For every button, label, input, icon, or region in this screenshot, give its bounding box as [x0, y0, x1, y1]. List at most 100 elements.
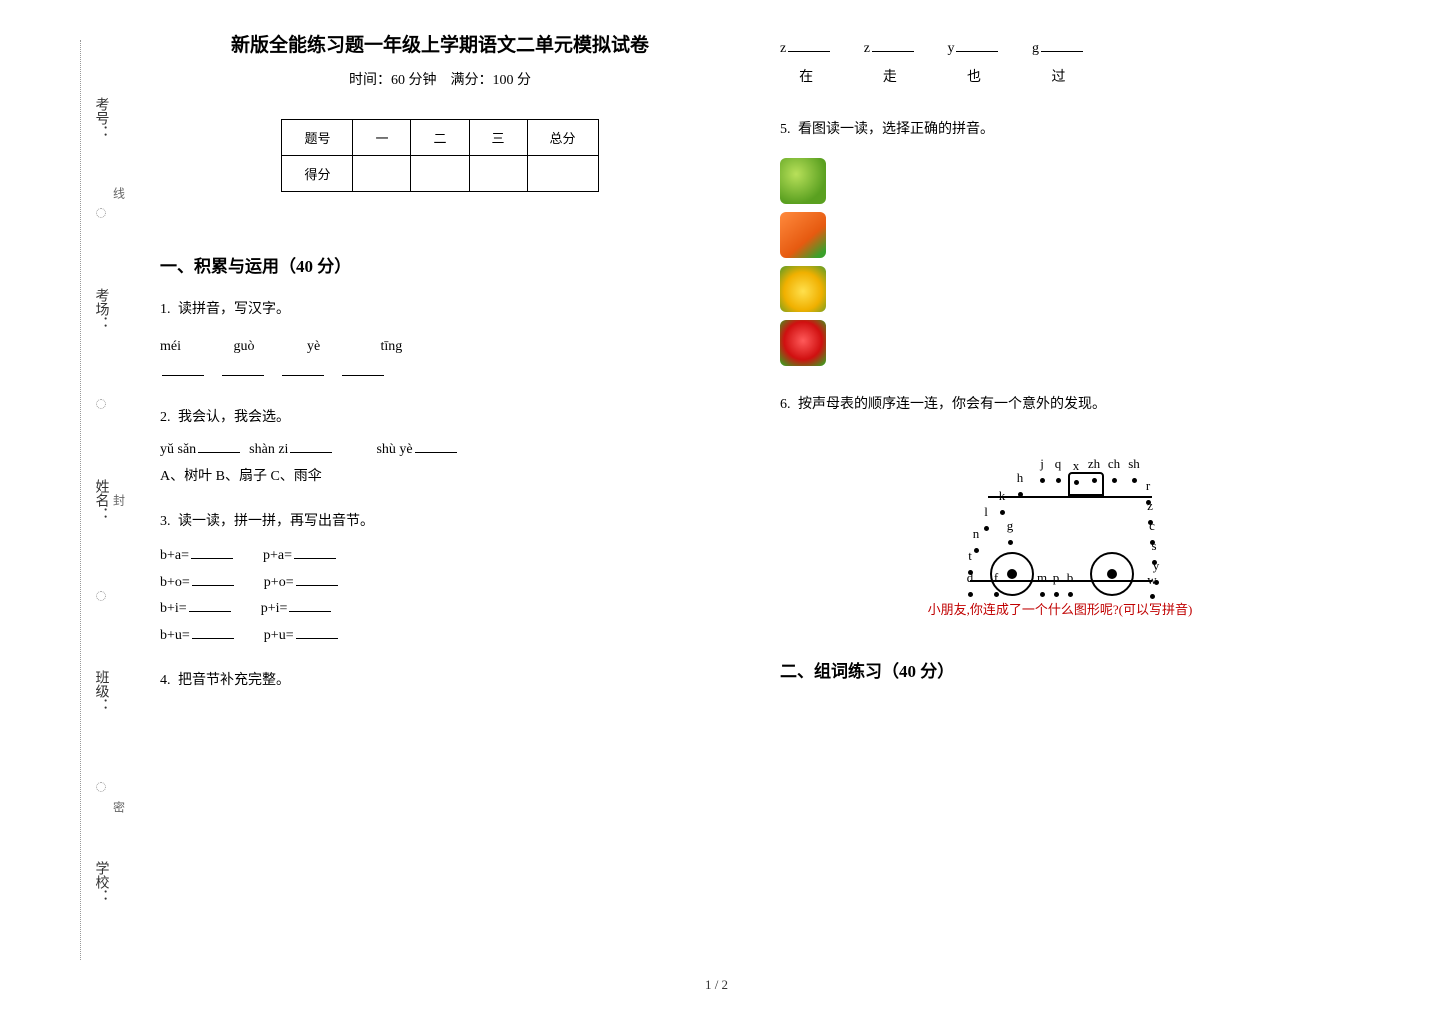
right-column: z 在 z 走 y 也 g 过 5. 看图读一读，选择正确的拼音。: [780, 30, 1340, 712]
q4-pairs: z 在 z 走 y 也 g 过: [780, 36, 1340, 91]
seal-kw: 线: [111, 187, 128, 199]
connect-dots-figure: bpmfdtnlgkhjqxzhchshrzcsyw: [930, 432, 1190, 592]
image-sunflower: [780, 266, 826, 312]
q-text: 按声母表的顺序连一连，你会有一个意外的发现。: [798, 397, 1106, 412]
th: 三: [469, 120, 527, 156]
question-2: 2. 我会认，我会选。 yǔ sǎn shàn zi shù yè A、树叶 B…: [160, 405, 720, 491]
pinyin: tīng: [381, 334, 451, 361]
hanzi: 过: [1032, 65, 1085, 92]
pinyin: yè: [307, 334, 377, 361]
fill-blank[interactable]: [198, 439, 240, 453]
eq: p+a=: [263, 548, 292, 563]
fill-blank[interactable]: [788, 38, 830, 52]
table-row: 得分: [282, 156, 598, 192]
car-wheel: [1090, 552, 1134, 596]
q3-grid: b+a= p+a= b+o= p+o= b+i= p+i= b+u=: [160, 543, 720, 649]
score-table: 题号 一 二 三 总分 得分: [281, 119, 598, 192]
letter-node: p: [1048, 566, 1064, 598]
q5-images: [780, 158, 1340, 366]
table-row: 题号 一 二 三 总分: [282, 120, 598, 156]
question-5: 5. 看图读一读，选择正确的拼音。: [780, 117, 1340, 366]
td-blank: [469, 156, 527, 192]
sidebar-circle: [96, 399, 106, 409]
td: 得分: [282, 156, 353, 192]
sidebar-circle: [96, 782, 106, 792]
sidebar-label-name: 姓名：: [91, 479, 111, 521]
letter-node: j: [1034, 452, 1050, 484]
section-1-heading: 一、积累与运用（40 分）: [160, 252, 720, 277]
fill-blank[interactable]: [296, 625, 338, 639]
sidebar-label-school: 学校：: [91, 861, 111, 903]
q2-options: A、树叶 B、扇子 C、雨伞: [160, 464, 720, 491]
initial: z: [780, 41, 786, 56]
q-num: 5.: [780, 122, 791, 137]
left-column: 新版全能练习题一年级上学期语文二单元模拟试卷 时间：60 分钟 满分：100 分…: [160, 30, 720, 712]
eq: p+i=: [261, 601, 288, 616]
hanzi: 在: [780, 65, 832, 92]
initial: y: [947, 41, 954, 56]
hanzi: 走: [864, 65, 916, 92]
eq: b+i=: [160, 601, 187, 616]
fill-blank[interactable]: [282, 362, 324, 376]
td-blank: [411, 156, 469, 192]
char-pair: g 过: [1032, 36, 1085, 91]
fill-blank[interactable]: [192, 572, 234, 586]
q1-pinyin-row: méi guò yè tīng: [160, 334, 720, 361]
eq: p+o=: [264, 575, 294, 590]
sidebar-circle: [96, 208, 106, 218]
page-body: 新版全能练习题一年级上学期语文二单元模拟试卷 时间：60 分钟 满分：100 分…: [160, 30, 1380, 712]
image-carrot: [780, 212, 826, 258]
hanzi: 也: [947, 65, 1000, 92]
fill-blank[interactable]: [294, 545, 336, 559]
letter-node: k: [994, 484, 1010, 516]
td-blank: [527, 156, 598, 192]
q-text: 看图读一读，选择正确的拼音。: [798, 122, 994, 137]
letter-node: l: [978, 500, 994, 532]
pinyin: méi: [160, 334, 230, 361]
sidebar-label-room: 考场：: [91, 288, 111, 330]
th: 题号: [282, 120, 353, 156]
q-num: 4.: [160, 673, 171, 688]
eq: p+u=: [264, 628, 294, 643]
fill-blank[interactable]: [342, 362, 384, 376]
fill-blank[interactable]: [415, 439, 457, 453]
letter-node: w: [1144, 568, 1160, 600]
eq: b+a=: [160, 548, 189, 563]
td-blank: [353, 156, 411, 192]
item: shù yè: [376, 442, 412, 457]
exam-title: 新版全能练习题一年级上学期语文二单元模拟试卷: [160, 30, 720, 57]
sidebar-label-id: 考号：: [91, 97, 111, 139]
letter-node: b: [1062, 566, 1078, 598]
fill-blank[interactable]: [191, 545, 233, 559]
fill-blank[interactable]: [872, 38, 914, 52]
fill-blank[interactable]: [192, 625, 234, 639]
initial: g: [1032, 41, 1039, 56]
item: yǔ sǎn: [160, 442, 196, 457]
fill-blank[interactable]: [162, 362, 204, 376]
fill-blank[interactable]: [296, 572, 338, 586]
q-num: 6.: [780, 397, 791, 412]
fill-blank[interactable]: [1041, 38, 1083, 52]
q-text: 把音节补充完整。: [178, 673, 290, 688]
exam-subtitle: 时间：60 分钟 满分：100 分: [160, 69, 720, 89]
seal-kw: 封: [111, 494, 128, 506]
fill-blank[interactable]: [222, 362, 264, 376]
seal-line-keywords: 密 封 线: [110, 40, 128, 960]
eq: b+o=: [160, 575, 190, 590]
char-pair: y 也: [947, 36, 1000, 91]
pinyin: guò: [234, 334, 304, 361]
letter-node: g: [1002, 514, 1018, 546]
letter-node: q: [1050, 452, 1066, 484]
question-1: 1. 读拼音，写汉字。 méi guò yè tīng: [160, 297, 720, 387]
fill-blank[interactable]: [289, 598, 331, 612]
q-num: 1.: [160, 302, 171, 317]
q-num: 2.: [160, 410, 171, 425]
q-text: 我会认，我会选。: [178, 410, 290, 425]
fill-blank[interactable]: [189, 598, 231, 612]
sidebar-circle: [96, 591, 106, 601]
fill-blank[interactable]: [290, 439, 332, 453]
letter-node: x: [1068, 454, 1084, 486]
th: 一: [353, 120, 411, 156]
fill-blank[interactable]: [956, 38, 998, 52]
letter-node: m: [1034, 566, 1050, 598]
